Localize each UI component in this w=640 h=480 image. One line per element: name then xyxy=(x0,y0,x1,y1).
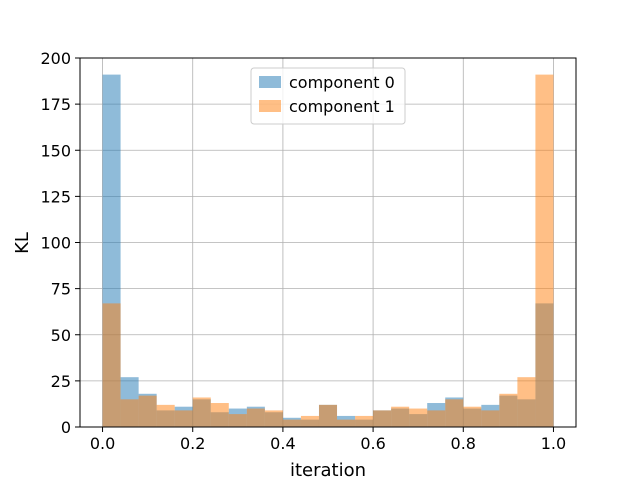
y-tick-label: 150 xyxy=(40,141,71,160)
histogram-bar xyxy=(355,415,374,427)
histogram-bar xyxy=(517,377,536,427)
series-1-bars xyxy=(102,74,554,427)
histogram-bar xyxy=(318,404,338,427)
y-tick-label: 100 xyxy=(40,234,71,253)
histogram-bar xyxy=(192,397,211,427)
legend-swatch xyxy=(259,100,281,112)
histogram-bar xyxy=(499,393,518,427)
histogram-bar xyxy=(282,419,301,427)
histogram-bar xyxy=(535,74,554,427)
legend-box xyxy=(250,67,406,125)
y-tick-label: 25 xyxy=(51,372,71,391)
histogram-bar xyxy=(138,395,157,427)
histogram-bar xyxy=(337,419,356,427)
histogram-bar xyxy=(391,406,410,427)
x-tick-label: 0.2 xyxy=(180,434,205,453)
histogram-bar xyxy=(156,404,175,427)
x-tick-label: 0.6 xyxy=(360,434,385,453)
histogram-bar xyxy=(481,410,500,427)
legend: component 0 component 1 xyxy=(250,67,406,125)
legend-label: component 0 xyxy=(289,73,395,92)
x-axis-ticks: 0.0 0.2 0.4 0.6 0.8 1.0 xyxy=(90,427,566,453)
y-tick-label: 175 xyxy=(40,95,71,114)
histogram-bar xyxy=(210,403,229,427)
x-tick-label: 0.4 xyxy=(270,434,295,453)
histogram-bar xyxy=(463,406,482,427)
y-axis-ticks: 0 25 50 75 100 125 150 175 200 xyxy=(40,49,80,437)
y-tick-label: 0 xyxy=(61,418,71,437)
y-tick-label: 50 xyxy=(51,326,71,345)
histogram-bar xyxy=(445,399,464,427)
y-tick-label: 125 xyxy=(40,187,71,206)
x-tick-label: 1.0 xyxy=(541,434,566,453)
x-tick-label: 0.8 xyxy=(451,434,476,453)
y-axis-label: KL xyxy=(12,232,33,254)
x-axis-label: iteration xyxy=(290,460,366,480)
y-tick-label: 75 xyxy=(51,280,71,299)
histogram-bar xyxy=(228,414,247,427)
y-tick-label: 200 xyxy=(40,49,71,68)
histogram-bar xyxy=(246,408,265,427)
histogram-bar xyxy=(120,399,139,427)
histogram-bar xyxy=(427,410,446,427)
histogram-bar xyxy=(300,415,319,427)
legend-swatch xyxy=(259,76,281,88)
histogram-bar xyxy=(264,410,283,427)
x-tick-label: 0.0 xyxy=(90,434,115,453)
histogram-bar xyxy=(102,303,121,427)
histogram-bar xyxy=(409,408,428,427)
histogram-bar xyxy=(373,410,392,427)
histogram-bar xyxy=(174,410,193,427)
histogram-bars xyxy=(102,74,554,427)
legend-label: component 1 xyxy=(289,97,395,116)
